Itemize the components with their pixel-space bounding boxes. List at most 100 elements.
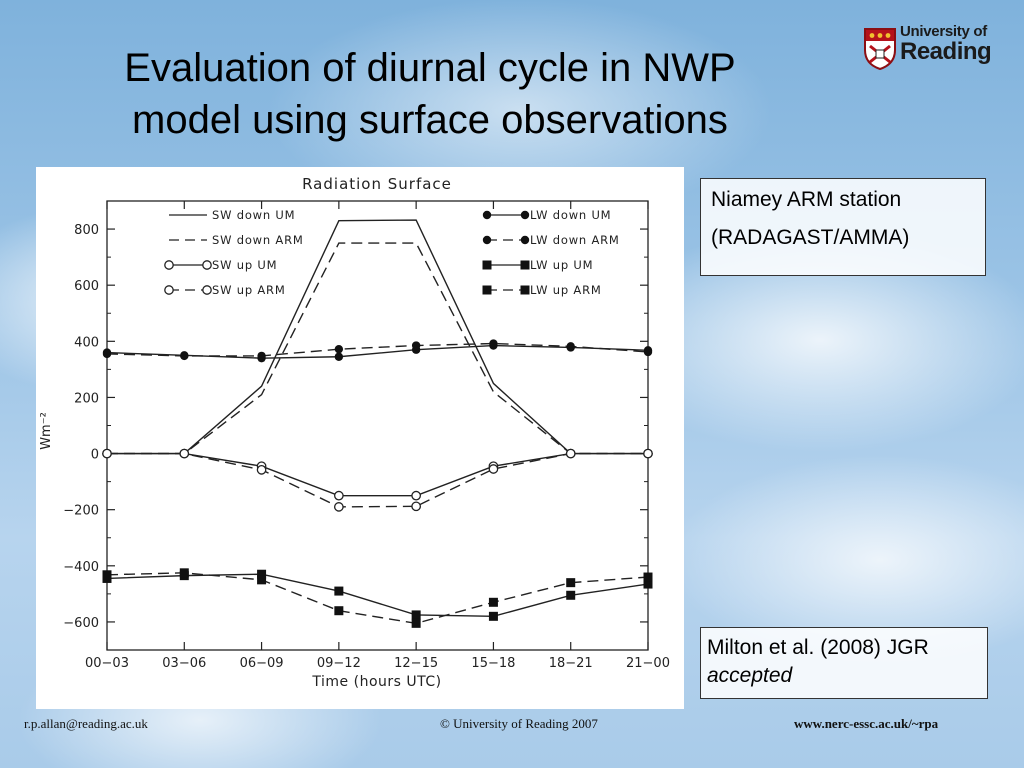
data-point xyxy=(566,590,576,600)
data-point xyxy=(488,464,499,474)
data-point xyxy=(164,285,174,295)
x-tick-label: 18−21 xyxy=(549,656,593,671)
radiation-chart: Radiation Surface Wm⁻² Time (hours UTC) … xyxy=(39,175,670,690)
data-point xyxy=(520,285,530,295)
data-point xyxy=(566,578,576,588)
y-axis-label: Wm⁻² xyxy=(39,412,54,450)
data-point xyxy=(256,464,267,475)
series-lw-down-arm xyxy=(102,339,653,361)
data-point xyxy=(566,342,575,351)
series-line xyxy=(107,219,648,455)
data-point xyxy=(257,569,267,579)
x-tick-label: 03−06 xyxy=(162,656,206,671)
y-tick-label: 400 xyxy=(74,335,99,350)
data-point xyxy=(488,611,498,621)
data-point xyxy=(482,260,492,270)
reference-citation: Milton et al. (2008) JGR xyxy=(707,636,929,659)
data-point xyxy=(643,579,653,589)
legend-label: LW up UM xyxy=(530,258,593,272)
data-point xyxy=(489,339,498,348)
data-point xyxy=(520,210,530,220)
data-point xyxy=(482,210,492,220)
series-sw-down-um xyxy=(107,219,648,455)
y-tick-label: −200 xyxy=(63,504,99,519)
x-tick-label: 00−03 xyxy=(85,656,129,671)
logo-line-1: University of xyxy=(900,23,987,40)
data-point xyxy=(488,597,498,607)
data-point xyxy=(565,448,576,459)
data-point xyxy=(643,448,653,459)
legend-entry: LW up UM xyxy=(482,258,593,272)
y-tick-label: 200 xyxy=(74,391,99,406)
legend-entry: SW up ARM xyxy=(164,283,286,297)
x-axis-label: Time (hours UTC) xyxy=(311,674,441,690)
data-point xyxy=(202,260,212,270)
series-line xyxy=(106,573,649,618)
data-point xyxy=(411,501,421,512)
station-name: Niamey ARM station xyxy=(711,188,902,211)
reference-status: accepted xyxy=(707,664,793,687)
station-info-box: Niamey ARM station (RADAGAST/AMMA) xyxy=(700,178,986,276)
data-point xyxy=(334,344,344,354)
data-point xyxy=(334,606,344,616)
data-point xyxy=(179,448,190,459)
data-point xyxy=(411,490,421,501)
footer-copyright: © University of Reading 2007 xyxy=(440,716,598,731)
series-line xyxy=(107,242,648,455)
y-tick-label: 800 xyxy=(74,223,99,238)
data-point xyxy=(257,575,267,585)
y-tick-label: −400 xyxy=(63,560,99,575)
legend-label: LW up ARM xyxy=(530,283,602,297)
data-point xyxy=(643,347,653,357)
station-campaign: (RADAGAST/AMMA) xyxy=(711,226,910,249)
series-line xyxy=(107,452,648,508)
data-point xyxy=(334,502,344,512)
series-sw-down-arm xyxy=(107,242,648,455)
data-point xyxy=(482,285,492,295)
series-lw-up-arm xyxy=(102,568,653,628)
title-line-1: Evaluation of diurnal cycle in NWP xyxy=(124,46,736,90)
data-point xyxy=(334,352,344,361)
legend-label: LW down ARM xyxy=(530,233,620,247)
y-tick-label: 600 xyxy=(74,279,99,294)
title-line-2: model using surface observations xyxy=(132,98,728,142)
x-tick-label: 09−12 xyxy=(317,656,361,671)
data-point xyxy=(643,572,653,582)
series-line xyxy=(106,572,649,625)
data-point xyxy=(482,235,492,245)
legend-label: SW up UM xyxy=(212,258,277,272)
chart-title: Radiation Surface xyxy=(302,175,452,193)
x-tick-label: 15−18 xyxy=(471,656,515,671)
data-point xyxy=(202,285,212,295)
data-point xyxy=(334,490,344,501)
data-point xyxy=(520,260,530,270)
legend-label: SW up ARM xyxy=(212,283,286,297)
slide-title: Evaluation of diurnal cycle in NWP model… xyxy=(60,42,800,146)
data-point xyxy=(102,448,112,459)
shield-icon xyxy=(864,28,896,71)
legend-label: SW down UM xyxy=(212,208,295,222)
data-point xyxy=(180,351,189,361)
footer-website[interactable]: www.nerc-essc.ac.uk/~rpa xyxy=(794,716,939,731)
data-point xyxy=(520,235,530,245)
legend-entry: LW down UM xyxy=(482,208,611,222)
legend-label: SW down ARM xyxy=(212,233,304,247)
series-line xyxy=(107,452,648,497)
x-tick-label: 21−00 xyxy=(626,656,670,671)
legend-entry: SW up UM xyxy=(164,258,277,272)
data-point xyxy=(257,351,266,361)
x-tick-label: 12−15 xyxy=(394,656,438,671)
chart-panel: Radiation Surface Wm⁻² Time (hours UTC) … xyxy=(36,167,684,709)
data-point xyxy=(411,610,421,620)
x-tick-label: 06−09 xyxy=(240,656,284,671)
data-point xyxy=(179,568,189,578)
legend-entry: SW down ARM xyxy=(169,233,304,247)
logo-line-2: Reading xyxy=(900,38,992,65)
data-point xyxy=(102,570,112,580)
series-sw-up-arm xyxy=(102,448,653,512)
data-point xyxy=(334,586,344,596)
legend-entry: LW down ARM xyxy=(482,233,620,247)
legend-label: LW down UM xyxy=(530,208,611,222)
footer-email[interactable]: r.p.allan@reading.ac.uk xyxy=(24,716,148,731)
legend-entry: SW down UM xyxy=(169,208,295,222)
